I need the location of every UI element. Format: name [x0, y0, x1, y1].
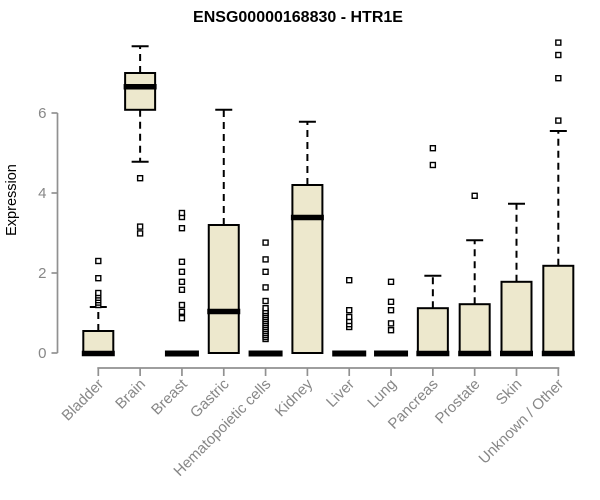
- outlier-point: [555, 74, 562, 82]
- box: [82, 330, 115, 354]
- outlier-point: [178, 224, 186, 232]
- outlier-point: [262, 297, 269, 305]
- box: [124, 72, 157, 111]
- x-tick-label: Liver: [323, 376, 358, 411]
- outlier-point: [555, 51, 562, 59]
- boxplots: [81, 39, 575, 357]
- outlier-point: [555, 117, 562, 124]
- x-tick-label: Bladder: [59, 376, 108, 425]
- outlier-point: [429, 161, 437, 169]
- box: [542, 264, 575, 354]
- box: [416, 307, 449, 355]
- x-tick-label: Brain: [112, 376, 149, 413]
- outlier-point: [471, 192, 478, 200]
- outlier-point: [95, 257, 102, 265]
- x-tick-label: Prostate: [432, 376, 484, 428]
- collapsed-box: [332, 350, 367, 357]
- outlier-point: [136, 223, 144, 230]
- outlier-point: [346, 313, 353, 321]
- x-tick-label: Lung: [364, 376, 400, 412]
- outlier-point: [178, 209, 186, 217]
- boxplot-prostate: [458, 192, 492, 357]
- outlier-point: [387, 327, 395, 334]
- boxplot-bladder: [81, 257, 115, 357]
- outlier-point: [178, 258, 186, 265]
- outlier-point: [262, 256, 269, 263]
- collapsed-box: [374, 350, 409, 357]
- box: [291, 184, 324, 354]
- boxplot-breast: [164, 209, 199, 357]
- boxplot-pancreas: [416, 144, 450, 357]
- outlier-point: [387, 320, 395, 327]
- outlier-point: [387, 278, 395, 285]
- y-tick-label: 2: [38, 265, 46, 282]
- boxplot-skin: [500, 202, 533, 357]
- boxplot-unknown-other: [541, 39, 575, 357]
- boxplot-hematopoietic-cells: [248, 239, 283, 357]
- outlier-point: [387, 307, 395, 314]
- boxplot-gastric: [207, 108, 241, 354]
- boxplot-liver: [332, 277, 367, 357]
- x-tick-label: Kidney: [272, 375, 317, 420]
- outlier-point: [346, 307, 353, 314]
- chart-title: ENSG00000168830 - HTR1E: [193, 9, 403, 26]
- outlier-point: [262, 284, 269, 291]
- outlier-point: [429, 144, 437, 152]
- outlier-point: [178, 308, 186, 315]
- boxplot-lung: [374, 278, 409, 357]
- outlier-point: [178, 268, 186, 275]
- outlier-point: [95, 275, 102, 282]
- outlier-point: [555, 39, 562, 46]
- outlier-point: [387, 298, 395, 305]
- boxplot-kidney: [290, 120, 324, 354]
- outlier-point: [178, 301, 186, 309]
- y-tick-label: 6: [38, 105, 46, 122]
- outlier-point: [178, 315, 186, 322]
- outlier-point: [262, 305, 269, 312]
- y-axis-title: Expression: [4, 164, 20, 236]
- collapsed-box: [248, 350, 283, 357]
- outlier-point: [178, 278, 186, 285]
- y-tick-label: 4: [38, 185, 46, 202]
- y-tick-label: 0: [38, 345, 46, 362]
- outlier-point: [136, 230, 144, 237]
- box: [207, 224, 240, 354]
- x-tick-label: Skin: [493, 376, 526, 409]
- x-tick-label: Breast: [148, 375, 191, 418]
- outlier-point: [346, 277, 353, 284]
- boxplot-brain: [123, 45, 157, 237]
- outlier-point: [136, 174, 144, 182]
- outlier-point: [95, 289, 102, 297]
- collapsed-box: [164, 350, 199, 357]
- outlier-point: [262, 268, 269, 275]
- outlier-point: [178, 286, 186, 293]
- outlier-point: [262, 239, 269, 246]
- box: [458, 303, 491, 355]
- box: [500, 280, 533, 354]
